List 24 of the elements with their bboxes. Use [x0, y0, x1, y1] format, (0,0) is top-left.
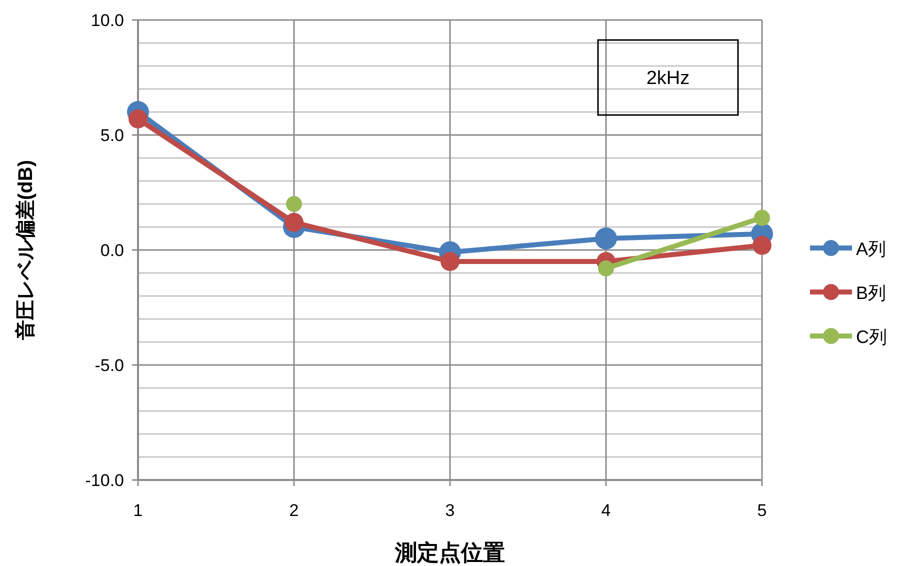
x-tick-label: 2 — [289, 501, 299, 520]
y-tick-label: 5.0 — [100, 126, 124, 145]
point — [754, 210, 770, 226]
point — [440, 252, 460, 271]
y-axis-title: 音圧レベル偏差(dB) — [14, 160, 37, 341]
x-tick-label: 4 — [601, 501, 611, 520]
point — [284, 212, 304, 232]
x-tick-label: 3 — [445, 501, 455, 520]
y-tick-label: 10.0 — [90, 11, 124, 30]
y-tick-label: -5.0 — [94, 356, 124, 375]
x-tick-label: 5 — [757, 501, 767, 520]
x-tick-label: 1 — [133, 501, 143, 520]
legend-label: A列 — [856, 239, 886, 259]
point — [286, 196, 302, 212]
legend-label: C列 — [856, 327, 887, 347]
point — [598, 260, 614, 276]
annotation: 2kHz — [646, 68, 690, 89]
x-axis-title: 測定点位置 — [394, 540, 505, 565]
y-tick-label: -10.0 — [85, 471, 124, 490]
y-tick-label: 0.0 — [100, 241, 124, 260]
point — [752, 236, 772, 255]
point — [595, 228, 617, 250]
legend-label: B列 — [856, 283, 886, 303]
point — [128, 109, 148, 128]
